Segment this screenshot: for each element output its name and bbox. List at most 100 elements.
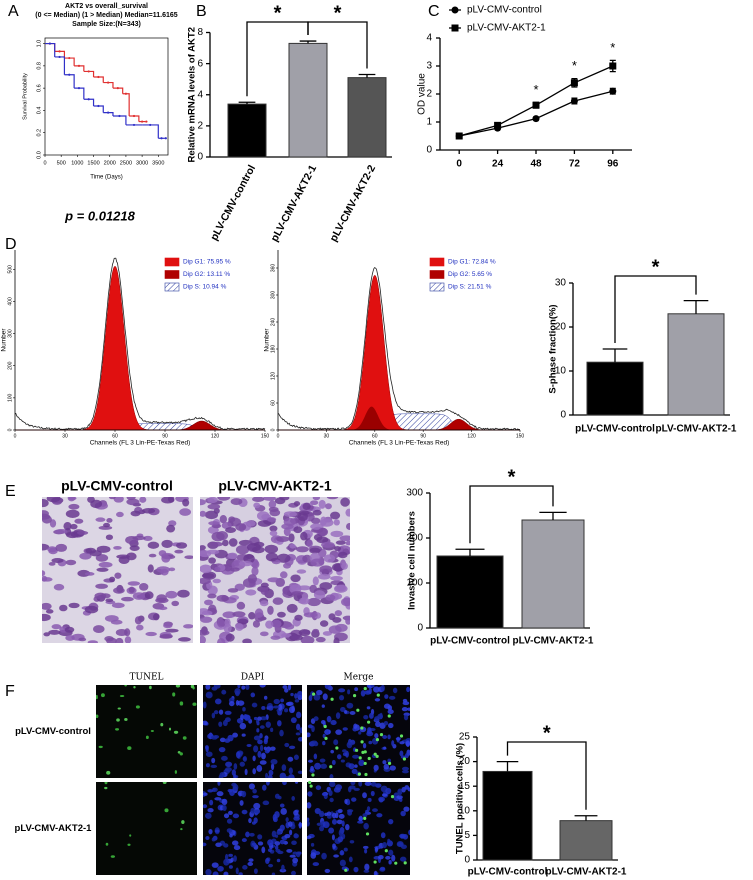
cell: [312, 628, 320, 634]
y-tick-label: 0: [270, 428, 276, 431]
marker: [532, 115, 540, 123]
cell: [244, 768, 248, 776]
cell: [200, 616, 213, 623]
cell: [338, 688, 346, 693]
cell: [325, 503, 332, 510]
cell: [271, 872, 276, 875]
cell: [205, 745, 209, 753]
cell: [96, 714, 99, 719]
cell: [235, 700, 240, 706]
cell: [42, 570, 46, 577]
cell: [165, 628, 179, 633]
cell: [65, 509, 80, 519]
cell: [217, 865, 224, 872]
legend-label: Dip S: 21.51 %: [448, 284, 492, 291]
x-tick-label: pLV-CMV-AKT2-1: [656, 424, 737, 435]
cell: [297, 690, 302, 698]
cell: [272, 705, 280, 709]
y-tick-label: 300: [406, 488, 423, 499]
cell: [346, 522, 350, 530]
cell: [352, 754, 360, 759]
cell: [179, 508, 192, 516]
cell: [291, 705, 295, 713]
cell: [379, 712, 383, 720]
cell: [129, 834, 132, 837]
survival-step: [54, 50, 66, 59]
cell: [380, 685, 385, 692]
cell: [218, 709, 224, 715]
cell: [226, 828, 233, 833]
series-line: [459, 65, 614, 137]
cell: [360, 690, 366, 697]
cell: [95, 583, 108, 589]
y-tick-label: 500: [7, 265, 13, 274]
y-axis-label: Number: [1, 328, 8, 352]
cell: [127, 581, 141, 586]
cell: [309, 784, 313, 788]
cell: [207, 503, 221, 510]
cell: [237, 700, 245, 706]
cell: [205, 691, 213, 699]
x-tick-label: pLV-CMV-control: [468, 867, 548, 878]
cell: [139, 583, 149, 591]
cell: [265, 552, 278, 562]
chart-note: Sample Size:(N=343): [72, 21, 141, 28]
cell: [174, 549, 184, 554]
error-bar: [574, 815, 598, 821]
y-tick-label: 5: [464, 830, 470, 841]
cell: [306, 539, 313, 548]
cell: [321, 852, 327, 860]
cell: [192, 686, 195, 690]
cell: [267, 605, 274, 615]
cell: [276, 830, 282, 835]
bar: [288, 42, 328, 158]
cell: [266, 517, 277, 522]
image-label: pLV-CMV-AKT2-1: [218, 478, 332, 494]
cell: [104, 786, 108, 790]
cell: [238, 872, 243, 875]
x-tick-label: 60: [112, 433, 118, 439]
cell: [132, 592, 146, 600]
cell: [225, 527, 237, 533]
x-tick-label: 0: [14, 433, 17, 439]
survival-step: [112, 87, 124, 94]
cell: [337, 808, 343, 814]
cell: [335, 746, 339, 750]
cell: [383, 763, 389, 770]
cell: [259, 600, 269, 607]
cell: [104, 782, 108, 785]
cell: [245, 589, 257, 596]
cell: [281, 864, 285, 871]
cell: [387, 705, 393, 711]
cell: [262, 800, 270, 806]
cell: [260, 587, 269, 596]
significance-bracket: [614, 275, 697, 343]
phase-g1: [15, 265, 265, 431]
error-bar: [299, 40, 317, 44]
cell: [387, 722, 394, 729]
cell: [240, 714, 245, 721]
cell: [290, 717, 297, 724]
cell: [242, 865, 248, 870]
cell: [216, 594, 229, 602]
panel-label: F: [5, 683, 15, 700]
cell: [329, 797, 334, 803]
cell: [96, 545, 111, 553]
cell: [277, 720, 282, 727]
survival-step: [122, 93, 130, 116]
cell: [211, 862, 219, 868]
legend-label: pLV-CMV-control: [467, 5, 542, 16]
cell: [358, 782, 363, 787]
cell: [278, 704, 283, 711]
cell: [291, 591, 304, 596]
significance-mark: *: [610, 40, 615, 55]
cell: [346, 741, 353, 749]
x-tick-label: 2500: [120, 160, 132, 166]
cell: [203, 804, 208, 809]
cell: [252, 755, 256, 762]
cell: [265, 620, 274, 629]
cell: [217, 782, 221, 786]
cell: [64, 626, 75, 633]
cell: [358, 731, 362, 735]
cell: [363, 761, 367, 766]
